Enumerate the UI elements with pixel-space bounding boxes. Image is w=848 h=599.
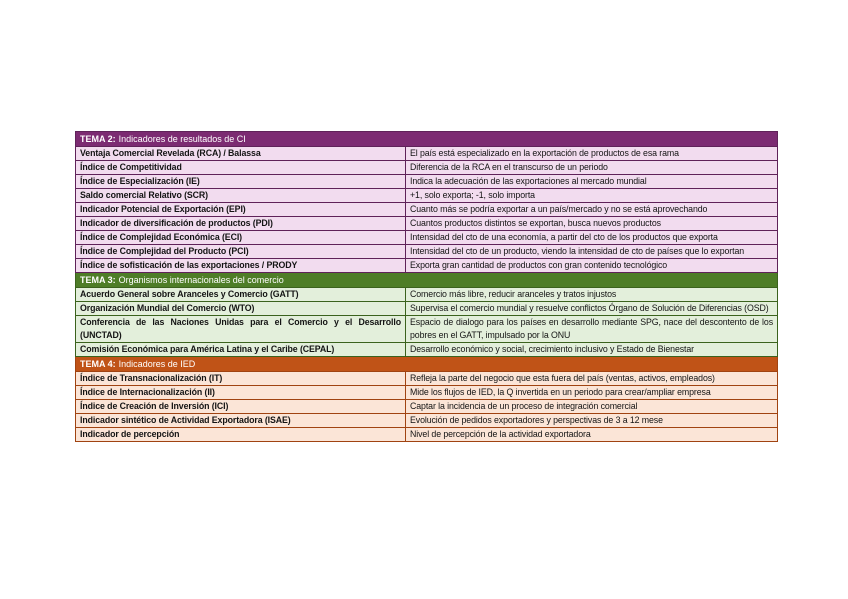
indicator-description-cell: Cuantos productos distintos se exportan,… xyxy=(405,216,778,231)
indicator-name-cell: Ventaja Comercial Revelada (RCA) / Balas… xyxy=(75,146,406,161)
table-row: Ventaja Comercial Revelada (RCA) / Balas… xyxy=(75,146,778,161)
table-row: Conferencia de las Naciones Unidas para … xyxy=(75,315,778,343)
section-header-tema3: TEMA 3: Organismos internacionales del co… xyxy=(75,272,778,288)
indicator-name-cell: Saldo comercial Relativo (SCR) xyxy=(75,188,406,203)
indicator-description-cell: Mide los flujos de IED, la Q invertida e… xyxy=(405,385,778,400)
indicator-description-cell: Diferencia de la RCA en el transcurso de… xyxy=(405,160,778,175)
section-title-rest: Organismos internacionales del comercio xyxy=(118,275,284,285)
table-row: Acuerdo General sobre Aranceles y Comerc… xyxy=(75,287,778,302)
section-title-rest: Indicadores de resultados de CI xyxy=(118,134,246,144)
section-header-cell: TEMA 4: Indicadores de IED xyxy=(75,356,778,372)
indicator-description-cell: Exporta gran cantidad de productos con g… xyxy=(405,258,778,273)
indicators-table-body: TEMA 2: Indicadores de resultados de CI Ve… xyxy=(75,131,778,442)
table-row: Índice de Transnacionalización (IT) Refle… xyxy=(75,371,778,386)
indicator-name-cell: Comisión Económica para América Latina y… xyxy=(75,342,406,357)
section-title-rest: Indicadores de IED xyxy=(118,359,196,369)
indicators-table: TEMA 2: Indicadores de resultados de CI Ve… xyxy=(75,131,778,442)
indicator-name-cell: Índice de Creación de Inversión (ICI) xyxy=(75,399,406,414)
section-header-tema2: TEMA 2: Indicadores de resultados de CI xyxy=(75,131,778,147)
table-row: Indicador de percepción Nivel de percepci… xyxy=(75,427,778,442)
indicator-name-cell: Indicador sintético de Actividad Exporta… xyxy=(75,413,406,428)
indicator-description-cell: Supervisa el comercio mundial y resuelve… xyxy=(405,301,778,316)
indicator-name-cell: Conferencia de las Naciones Unidas para … xyxy=(75,315,406,343)
indicator-description-cell: Espacio de dialogo para los países en de… xyxy=(405,315,778,343)
indicator-name-cell: Indicador Potencial de Exportación (EPI) xyxy=(75,202,406,217)
table-row: Indicador de diversificación de producto… xyxy=(75,216,778,231)
indicator-description-cell: Nivel de percepción de la actividad expo… xyxy=(405,427,778,442)
table-row: Indicador sintético de Actividad Exporta… xyxy=(75,413,778,428)
indicator-name-cell: Índice de sofisticación de las exportaci… xyxy=(75,258,406,273)
indicator-description-cell: Intensidad del cto de una economía, a pa… xyxy=(405,230,778,245)
section-title-prefix: TEMA 2: xyxy=(80,134,116,144)
indicator-description-cell: +1, solo exporta; -1, solo importa xyxy=(405,188,778,203)
table-row: Indicador Potencial de Exportación (EPI)… xyxy=(75,202,778,217)
table-row: Índice de Especialización (IE) Indica la … xyxy=(75,174,778,189)
indicator-name-cell: Índice de Complejidad del Producto (PCI) xyxy=(75,244,406,259)
table-row: Índice de Complejidad Económica (ECI) Int… xyxy=(75,230,778,245)
section-title-prefix: TEMA 4: xyxy=(80,359,116,369)
indicator-name-cell: Indicador de percepción xyxy=(75,427,406,442)
section-header-cell: TEMA 3: Organismos internacionales del co… xyxy=(75,272,778,288)
indicator-description-cell: Captar la incidencia de un proceso de in… xyxy=(405,399,778,414)
table-row: Comisión Económica para América Latina y… xyxy=(75,342,778,357)
section-header-tema4: TEMA 4: Indicadores de IED xyxy=(75,356,778,372)
section-title-prefix: TEMA 3: xyxy=(80,275,116,285)
indicator-name-cell: Índice de Transnacionalización (IT) xyxy=(75,371,406,386)
indicator-description-cell: Indica la adecuación de las exportacione… xyxy=(405,174,778,189)
section-header-cell: TEMA 2: Indicadores de resultados de CI xyxy=(75,131,778,147)
table-row: Índice de Complejidad del Producto (PCI)… xyxy=(75,244,778,259)
indicator-description-cell: Evolución de pedidos exportadores y pers… xyxy=(405,413,778,428)
indicator-description-cell: Intensidad del cto de un producto, viend… xyxy=(405,244,778,259)
indicator-name-cell: Índice de Internacionalización (II) xyxy=(75,385,406,400)
table-row: Índice de Internacionalización (II) Mide … xyxy=(75,385,778,400)
table-row: Índice de Competitividad Diferencia de la… xyxy=(75,160,778,175)
table-row: Índice de Creación de Inversión (ICI) Cap… xyxy=(75,399,778,414)
indicator-name-cell: Organización Mundial del Comercio (WTO) xyxy=(75,301,406,316)
indicator-name-cell: Acuerdo General sobre Aranceles y Comerc… xyxy=(75,287,406,302)
table-row: Organización Mundial del Comercio (WTO) S… xyxy=(75,301,778,316)
indicator-description-cell: Comercio más libre, reducir aranceles y … xyxy=(405,287,778,302)
indicator-description-cell: Refleja la parte del negocio que esta fu… xyxy=(405,371,778,386)
indicator-name-cell: Índice de Complejidad Económica (ECI) xyxy=(75,230,406,245)
indicator-description-cell: El país está especializado en la exporta… xyxy=(405,146,778,161)
indicator-name-cell: Índice de Especialización (IE) xyxy=(75,174,406,189)
indicator-name-cell: Índice de Competitividad xyxy=(75,160,406,175)
table-row: Índice de sofisticación de las exportaci… xyxy=(75,258,778,273)
indicator-name-cell: Indicador de diversificación de producto… xyxy=(75,216,406,231)
indicator-description-cell: Desarrollo económico y social, crecimien… xyxy=(405,342,778,357)
table-row: Saldo comercial Relativo (SCR) +1, solo e… xyxy=(75,188,778,203)
indicator-description-cell: Cuanto más se podría exportar a un país/… xyxy=(405,202,778,217)
